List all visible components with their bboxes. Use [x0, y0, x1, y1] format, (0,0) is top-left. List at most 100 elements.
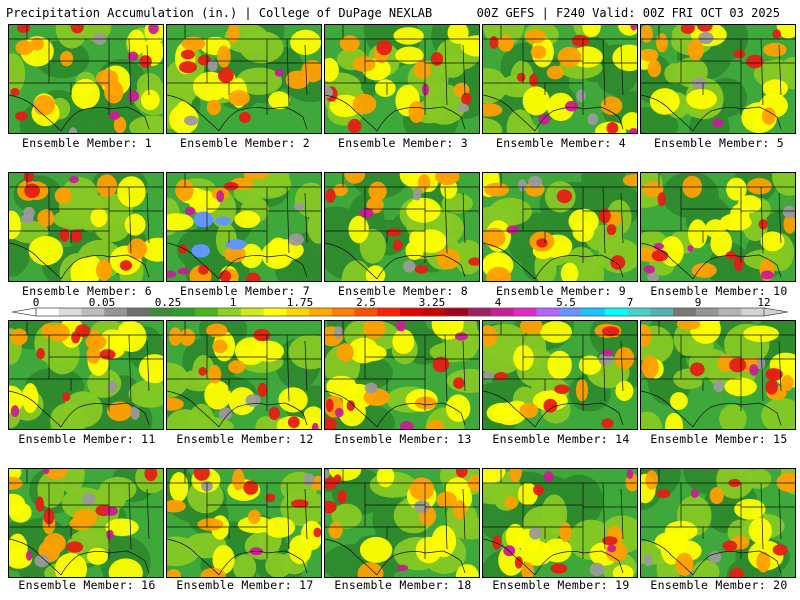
colorbar-swatch — [81, 308, 105, 316]
ensemble-map-panel — [8, 320, 164, 430]
ensemble-map-panel — [324, 320, 480, 430]
model-run-info: 00Z GEFS | F240 Valid: 00Z FRI OCT 03 20… — [476, 6, 780, 20]
ensemble-map-panel — [166, 172, 322, 282]
precip-map — [325, 25, 479, 133]
precip-map — [483, 173, 637, 281]
precip-map — [641, 25, 795, 133]
ensemble-member-label: Ensemble Member: 8 — [337, 284, 469, 298]
precip-map — [325, 321, 479, 429]
colorbar-swatch — [149, 308, 173, 316]
colorbar-swatch — [58, 308, 82, 316]
ensemble-member-label: Ensemble Member: 2 — [179, 136, 311, 150]
precipitation-colorbar — [11, 307, 789, 317]
colorbar-swatch — [309, 308, 333, 316]
colorbar-swatch — [286, 308, 310, 316]
colorbar-tick-label: 1.75 — [286, 296, 314, 309]
colorbar-tick-label: 0.05 — [88, 296, 116, 309]
ensemble-member-label: Ensemble Member: 5 — [653, 136, 785, 150]
colorbar-tick-label: 1 — [229, 296, 237, 309]
precip-map — [167, 25, 321, 133]
precip-map — [483, 321, 637, 429]
ensemble-member-label: Ensemble Member: 6 — [21, 284, 153, 298]
precip-map — [167, 321, 321, 429]
colorbar-tick-label: 0.25 — [154, 296, 182, 309]
colorbar-swatch — [377, 308, 401, 316]
colorbar-swatch — [650, 308, 674, 316]
ensemble-member-label: Ensemble Member: 7 — [179, 284, 311, 298]
precip-map — [483, 25, 637, 133]
ensemble-member-label: Ensemble Member: 18 — [334, 578, 472, 592]
ensemble-map-panel — [8, 172, 164, 282]
ensemble-member-label: Ensemble Member: 9 — [495, 284, 627, 298]
precip-map — [167, 469, 321, 577]
ensemble-map-panel — [640, 320, 796, 430]
ensemble-map-panel — [8, 468, 164, 578]
colorbar-tick-label: 12 — [757, 296, 771, 309]
precip-map — [641, 173, 795, 281]
precip-map — [9, 25, 163, 133]
precip-map — [9, 469, 163, 577]
ensemble-member-label: Ensemble Member: 19 — [492, 578, 630, 592]
ensemble-map-panel — [640, 24, 796, 134]
precip-map — [325, 469, 479, 577]
precip-map — [9, 173, 163, 281]
precip-map — [325, 173, 479, 281]
colorbar-tick-label: 9 — [694, 296, 702, 309]
ensemble-member-label: Ensemble Member: 14 — [492, 432, 630, 446]
colorbar-swatch — [695, 308, 719, 316]
colorbar-swatch — [218, 308, 242, 316]
ensemble-member-label: Ensemble Member: 16 — [18, 578, 156, 592]
ensemble-member-label: Ensemble Member: 20 — [650, 578, 788, 592]
colorbar-swatch — [127, 308, 151, 316]
ensemble-map-panel — [482, 468, 638, 578]
colorbar-swatch — [195, 308, 219, 316]
precip-map — [483, 469, 637, 577]
ensemble-member-label: Ensemble Member: 17 — [176, 578, 314, 592]
colorbar-swatch — [673, 308, 697, 316]
colorbar-swatch — [263, 308, 287, 316]
ensemble-member-label: Ensemble Member: 15 — [650, 432, 788, 446]
colorbar-swatch — [400, 308, 424, 316]
ensemble-map-panel — [482, 24, 638, 134]
ensemble-member-label: Ensemble Member: 12 — [176, 432, 314, 446]
ensemble-member-label: Ensemble Member: 4 — [495, 136, 627, 150]
colorbar-swatch — [741, 308, 765, 316]
colorbar-tick-label: 3.25 — [418, 296, 446, 309]
ensemble-map-panel — [482, 172, 638, 282]
colorbar-swatch — [240, 308, 264, 316]
colorbar-swatch — [536, 308, 560, 316]
colorbar-swatch — [36, 308, 60, 316]
ensemble-member-label: Ensemble Member: 13 — [334, 432, 472, 446]
colorbar-swatch — [172, 308, 196, 316]
ensemble-map-panel — [324, 24, 480, 134]
colorbar-swatch — [491, 308, 515, 316]
ensemble-map-panel — [166, 24, 322, 134]
colorbar-swatch — [104, 308, 128, 316]
ensemble-map-panel — [482, 320, 638, 430]
ensemble-member-label: Ensemble Member: 3 — [337, 136, 469, 150]
ensemble-map-panel — [166, 320, 322, 430]
colorbar-swatch — [331, 308, 355, 316]
ensemble-map-panel — [640, 172, 796, 282]
colorbar-swatch — [468, 308, 492, 316]
colorbar-tick-label: 4 — [494, 296, 502, 309]
colorbar-swatch — [422, 308, 446, 316]
colorbar-swatch — [627, 308, 651, 316]
ensemble-member-label: Ensemble Member: 11 — [18, 432, 156, 446]
precip-map — [9, 321, 163, 429]
ensemble-map-panel — [640, 468, 796, 578]
colorbar-tick-label: 2.5 — [356, 296, 376, 309]
colorbar-tick-label: 7 — [626, 296, 634, 309]
precip-map — [167, 173, 321, 281]
colorbar-swatch — [582, 308, 606, 316]
ensemble-map-panel — [8, 24, 164, 134]
colorbar-swatch — [445, 308, 469, 316]
colorbar-tick-label: 5.5 — [556, 296, 576, 309]
ensemble-map-panel — [166, 468, 322, 578]
ensemble-map-panel — [324, 172, 480, 282]
map-title: Precipitation Accumulation (in.) | Colle… — [6, 6, 433, 20]
precip-map — [641, 321, 795, 429]
ensemble-map-panel — [324, 468, 480, 578]
ensemble-member-label: Ensemble Member: 10 — [650, 284, 788, 298]
colorbar-swatch — [604, 308, 628, 316]
